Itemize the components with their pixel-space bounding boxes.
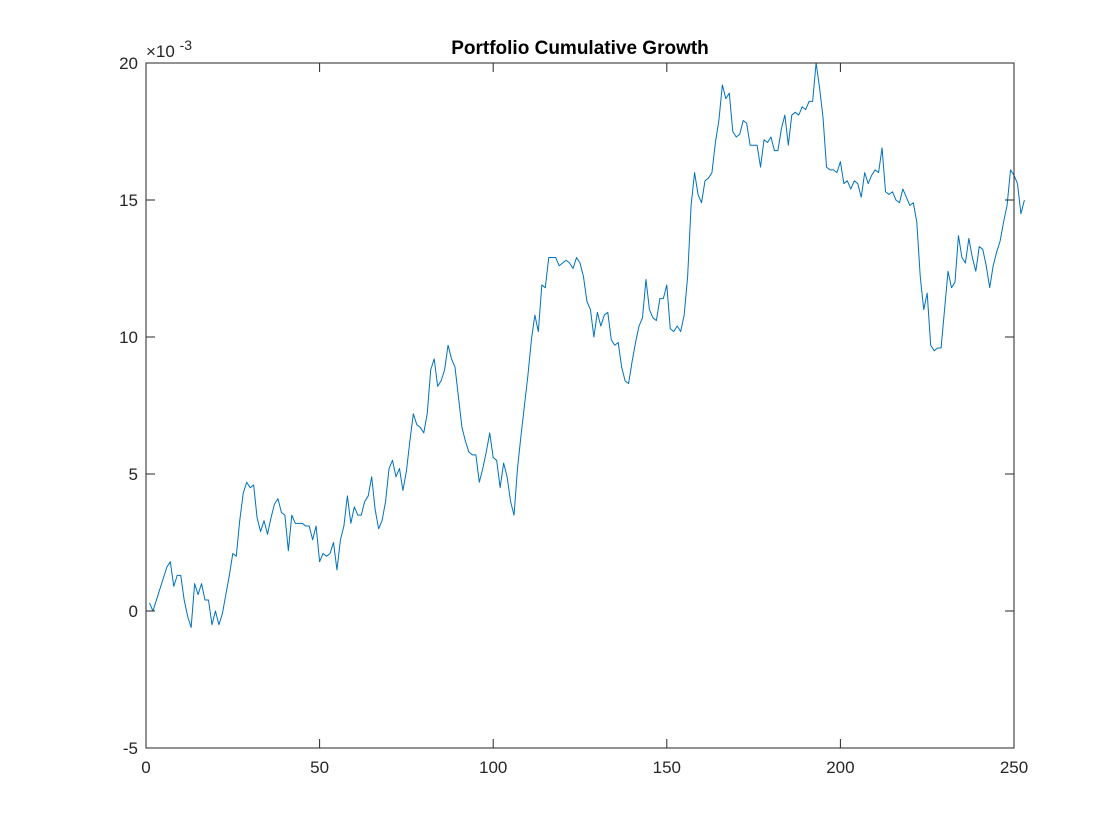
x-tick-label: 150 xyxy=(653,758,681,777)
x-tick-label: 200 xyxy=(826,758,854,777)
y-exponent-power: -3 xyxy=(180,37,193,53)
x-tick-label: 100 xyxy=(479,758,507,777)
y-tick-label: -5 xyxy=(123,739,138,758)
y-exponent-base: ×10 xyxy=(146,42,175,61)
plot-area xyxy=(146,63,1014,748)
axes-box xyxy=(145,62,1015,749)
series-layer xyxy=(149,62,1025,628)
x-tick-label: 0 xyxy=(141,758,150,777)
y-tick-label: 0 xyxy=(129,602,138,621)
y-tick-label: 15 xyxy=(119,191,138,210)
y-tick-label: 5 xyxy=(129,465,138,484)
chart-title: Portfolio Cumulative Growth xyxy=(451,38,709,59)
y-tick-label: 20 xyxy=(119,54,138,73)
x-tick-label: 250 xyxy=(1000,758,1028,777)
y-exponent-label: ×10 -3 xyxy=(146,37,192,61)
x-tick-label: 50 xyxy=(310,758,329,777)
y-axis: -5 0 5 10 15 20 xyxy=(119,54,1014,758)
y-tick-label: 10 xyxy=(119,328,138,347)
series-line-1 xyxy=(149,62,1025,628)
x-axis: 0 50 100 150 200 250 xyxy=(141,63,1028,777)
